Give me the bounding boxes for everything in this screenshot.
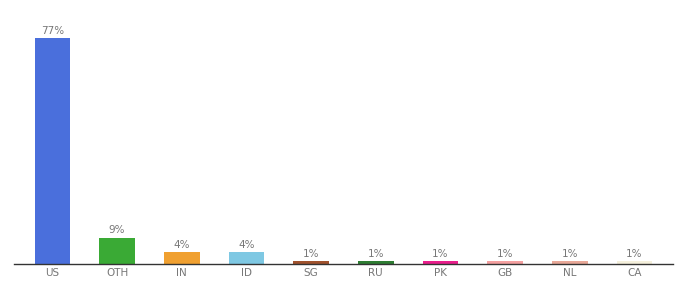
Bar [228, 252, 265, 264]
Bar [99, 238, 135, 264]
Text: 1%: 1% [497, 249, 513, 259]
Text: 77%: 77% [41, 26, 64, 36]
Text: 1%: 1% [626, 249, 643, 259]
Bar [422, 261, 458, 264]
Text: 4%: 4% [173, 240, 190, 250]
Text: 1%: 1% [432, 249, 449, 259]
Text: 4%: 4% [238, 240, 254, 250]
Bar [35, 38, 70, 264]
Bar [617, 261, 652, 264]
Text: 1%: 1% [562, 249, 578, 259]
Bar [164, 252, 199, 264]
Bar [552, 261, 588, 264]
Text: 1%: 1% [303, 249, 320, 259]
Bar [293, 261, 329, 264]
Bar [488, 261, 523, 264]
Text: 1%: 1% [367, 249, 384, 259]
Text: 9%: 9% [109, 225, 125, 235]
Bar [358, 261, 394, 264]
